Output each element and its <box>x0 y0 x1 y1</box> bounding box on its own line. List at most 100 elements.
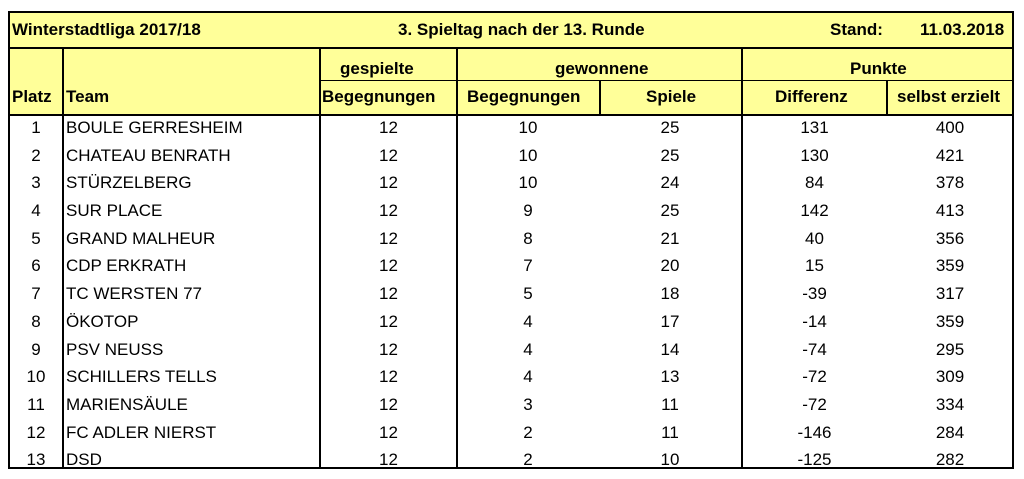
cell-played: 12 <box>379 201 398 221</box>
cell-scored: 378 <box>935 173 965 193</box>
cell-scored: 359 <box>935 311 965 331</box>
table-row: 2 CHATEAU BENRATH 12 10 25 130 421 <box>10 142 1012 170</box>
cell-platz: 11 <box>27 394 45 414</box>
cell-won-matches: 2 <box>523 450 533 470</box>
table-row: 13 DSD 12 2 10 -125 282 <box>10 446 1012 474</box>
cell-platz: 8 <box>31 311 41 331</box>
cell-won-matches: 8 <box>523 228 533 248</box>
cell-scored: 282 <box>935 450 965 470</box>
cell-won-matches: 2 <box>523 422 533 442</box>
cell-diff: -72 <box>802 367 827 387</box>
cell-played: 12 <box>379 145 398 165</box>
cell-won-games: 13 <box>660 367 680 387</box>
cell-platz: 9 <box>31 339 41 359</box>
cell-diff: 84 <box>805 173 824 193</box>
cell-platz: 2 <box>31 145 41 165</box>
cell-played: 12 <box>379 450 398 470</box>
cell-team: STÜRZELBERG <box>66 173 192 193</box>
cell-scored: 413 <box>935 201 965 221</box>
cell-scored: 309 <box>935 367 965 387</box>
cell-played: 12 <box>379 118 398 137</box>
cell-played: 12 <box>379 284 398 304</box>
table-row: 9 PSV NEUSS 12 4 14 -74 295 <box>10 336 1012 364</box>
table-row: 8 ÖKOTOP 12 4 17 -14 359 <box>10 308 1012 336</box>
cell-platz: 1 <box>31 118 41 137</box>
cell-team: MARIENSÄULE <box>66 394 188 414</box>
cell-played: 12 <box>379 367 398 387</box>
cell-won-games: 11 <box>661 394 679 414</box>
cell-won-matches: 4 <box>523 339 533 359</box>
league-title: Winterstadtliga 2017/18 <box>12 20 201 39</box>
cell-played: 12 <box>379 256 398 276</box>
header-split-points <box>886 80 888 116</box>
col-scored: selbst erzielt <box>897 87 1000 106</box>
cell-won-matches: 10 <box>518 118 538 137</box>
group-points-label: Punkte <box>850 59 907 78</box>
stand-label: Stand: <box>830 20 883 39</box>
cell-won-games: 17 <box>660 311 680 331</box>
cell-played: 12 <box>379 339 398 359</box>
cell-won-games: 25 <box>660 201 680 221</box>
cell-team: PSV NEUSS <box>66 339 164 359</box>
table-row: 5 GRAND MALHEUR 12 8 21 40 356 <box>10 225 1012 253</box>
cell-won-matches: 7 <box>523 256 533 276</box>
col-separator <box>741 49 743 469</box>
cell-won-matches: 3 <box>523 394 533 414</box>
cell-diff: 142 <box>800 201 829 221</box>
cell-team: TC WERSTEN 77 <box>66 284 203 304</box>
cell-diff: 131 <box>800 118 829 137</box>
cell-won-games: 20 <box>660 256 680 276</box>
standings-table: Winterstadtliga 2017/18 3. Spieltag nach… <box>8 11 1014 469</box>
col-platz: Platz <box>12 87 52 106</box>
cell-won-matches: 10 <box>518 173 538 193</box>
cell-team: CHATEAU BENRATH <box>66 145 231 165</box>
col-diff: Differenz <box>775 87 848 106</box>
cell-scored: 317 <box>935 284 965 304</box>
cell-platz: 13 <box>26 450 46 470</box>
col-separator <box>319 49 321 469</box>
cell-team: GRAND MALHEUR <box>66 228 216 248</box>
cell-won-games: 10 <box>660 450 680 470</box>
column-header: gespielte gewonnene Punkte Platz Team Be… <box>10 49 1012 116</box>
group-won-label: gewonnene <box>555 59 649 78</box>
col-played-matches: Begegnungen <box>322 87 436 106</box>
cell-won-games: 25 <box>660 145 680 165</box>
cell-team: SCHILLERS TELLS <box>66 367 217 387</box>
table-body: 1 BOULE GERRESHEIM 12 10 25 131 400 2 CH… <box>10 114 1012 474</box>
cell-diff: -72 <box>802 394 827 414</box>
cell-won-games: 18 <box>660 284 680 304</box>
cell-platz: 4 <box>31 201 41 221</box>
table-row: 6 CDP ERKRATH 12 7 20 15 359 <box>10 252 1012 280</box>
cell-team: DSD <box>66 450 102 470</box>
cell-team: SUR PLACE <box>66 201 163 221</box>
cell-platz: 10 <box>26 367 46 387</box>
cell-team: CDP ERKRATH <box>66 256 187 276</box>
cell-scored: 421 <box>935 145 965 165</box>
cell-team: FC ADLER NIERST <box>66 422 217 442</box>
table-row: 7 TC WERSTEN 77 12 5 18 -39 317 <box>10 280 1012 308</box>
cell-won-matches: 9 <box>523 201 533 221</box>
col-separator <box>62 49 64 469</box>
cell-diff: 15 <box>805 256 824 276</box>
header-divider <box>321 80 1012 81</box>
stand-date: 11.03.2018 <box>920 20 1005 39</box>
cell-scored: 356 <box>935 228 965 248</box>
cell-won-matches: 4 <box>523 311 533 331</box>
col-separator <box>456 49 458 469</box>
cell-diff: -14 <box>802 311 827 331</box>
col-won-games: Spiele <box>646 87 697 106</box>
cell-played: 12 <box>379 228 398 248</box>
title-bar: Winterstadtliga 2017/18 3. Spieltag nach… <box>10 13 1012 49</box>
cell-won-games: 25 <box>660 118 680 137</box>
cell-diff: -125 <box>797 450 832 470</box>
table-row: 3 STÜRZELBERG 12 10 24 84 378 <box>10 169 1012 197</box>
cell-scored: 295 <box>935 339 965 359</box>
group-played-label: gespielte <box>340 59 414 78</box>
cell-played: 12 <box>379 173 398 193</box>
cell-team: ÖKOTOP <box>66 311 139 331</box>
col-team: Team <box>66 87 110 106</box>
cell-diff: -39 <box>802 284 827 304</box>
cell-played: 12 <box>379 394 398 414</box>
table-row: 1 BOULE GERRESHEIM 12 10 25 131 400 <box>10 114 1012 142</box>
cell-scored: 284 <box>935 422 965 442</box>
